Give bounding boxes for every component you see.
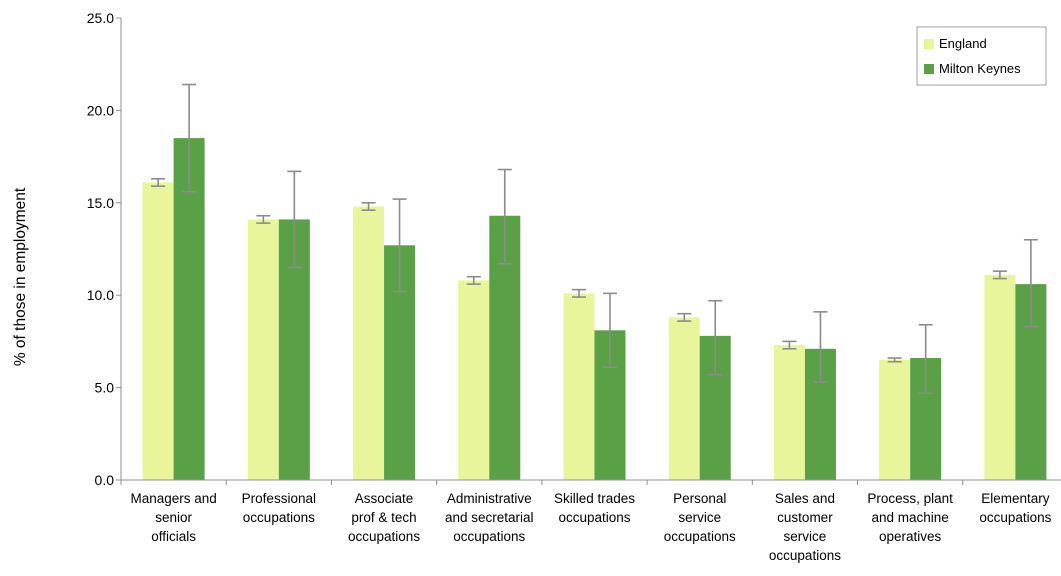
y-tick-label: 5.0 [95, 380, 115, 396]
x-tick-label-line: operatives [879, 529, 942, 544]
y-tick-label: 0.0 [95, 472, 115, 488]
bar-england [247, 219, 279, 480]
x-tick-label: Elementary occupations [979, 491, 1051, 525]
x-tick-label: Sales and customer service occupations [769, 491, 841, 563]
x-tick-label: Skilled trades occupations [554, 491, 635, 525]
x-tick-label-line: occupations [243, 510, 315, 525]
x-tick-label: Process, plant and machine operatives [867, 491, 953, 544]
x-tick-label: Professional occupations [242, 491, 316, 525]
x-tick-label: Personal service occupations [664, 491, 736, 544]
legend-label-milton-keynes: Milton Keynes [939, 61, 1021, 76]
x-tick-label-line: prof & tech [351, 510, 416, 525]
bar-england [773, 345, 805, 480]
x-tick-label-line: Personal [673, 491, 726, 506]
bar-england [668, 317, 700, 480]
bar-england [879, 359, 911, 480]
x-axis: Managers and senior officials Professional o… [120, 479, 1061, 563]
bar-england [353, 206, 385, 480]
x-tick-label: Associate prof & tech occupations [348, 491, 420, 544]
x-tick-label-line: Skilled trades [554, 491, 635, 506]
x-tick-label-line: and machine [872, 510, 949, 525]
x-tick-label-line: Associate [355, 491, 414, 506]
legend-label-england: England [939, 36, 987, 51]
x-tick-label-line: occupations [558, 510, 630, 525]
x-tick-label-line: occupations [979, 510, 1051, 525]
y-axis-label: % of those in employment [12, 187, 29, 366]
y-tick-label: 25.0 [87, 10, 114, 26]
y-axis: 0.0 5.0 10.0 15.0 20.0 25.0 [87, 10, 122, 488]
x-tick-label-line: customer [777, 510, 833, 525]
x-tick-label-line: Professional [242, 491, 316, 506]
y-tick-label: 20.0 [87, 102, 114, 118]
bar-england [984, 274, 1016, 480]
legend-swatch-milton-keynes [924, 64, 934, 74]
x-tick-label-line: Elementary [981, 491, 1050, 506]
error-bars [151, 83, 1038, 394]
x-tick-label: Administrative and secretarial occupations [445, 491, 534, 544]
x-tick-label-line: occupations [769, 548, 841, 563]
x-tick-label-line: Process, plant [867, 491, 953, 506]
bars [142, 138, 1047, 481]
y-tick-label: 15.0 [87, 195, 114, 211]
x-tick-label-line: officials [151, 529, 196, 544]
x-tick-label: Managers and senior officials [130, 491, 216, 544]
x-tick-label-line: occupations [348, 529, 420, 544]
bar-england [142, 182, 174, 481]
legend-swatch-england [924, 39, 934, 49]
legend: England Milton Keynes [916, 26, 1047, 86]
legend-box [916, 26, 1047, 86]
x-tick-label-line: Administrative [447, 491, 532, 506]
bar-england [458, 280, 490, 480]
bar-england [563, 293, 595, 480]
x-tick-label-line: service [678, 510, 721, 525]
x-tick-label-line: service [784, 529, 827, 544]
bar-milton-keynes [173, 138, 205, 480]
x-tick-label-line: occupations [453, 529, 525, 544]
x-tick-label-line: Sales and [775, 491, 835, 506]
x-tick-label-line: senior [155, 510, 192, 525]
x-tick-label-line: and secretarial [445, 510, 534, 525]
x-tick-label-line: Managers and [130, 491, 216, 506]
x-tick-label-line: occupations [664, 529, 736, 544]
y-tick-label: 10.0 [87, 287, 114, 303]
